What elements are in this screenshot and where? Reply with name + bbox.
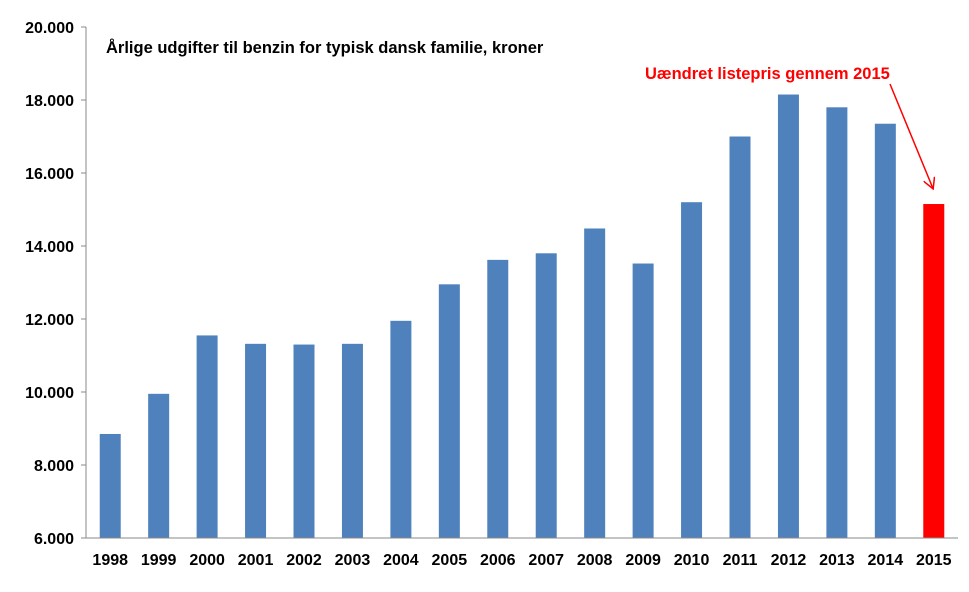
bar-2009 — [632, 263, 654, 538]
x-tick-label: 2011 — [723, 552, 758, 569]
bar-2008 — [584, 228, 606, 539]
y-tick-label: 10.000 — [25, 385, 74, 402]
y-tick-label: 20.000 — [25, 20, 74, 37]
x-tick-label: 2014 — [868, 552, 904, 569]
y-tick-label: 12.000 — [25, 312, 74, 329]
bar-2001 — [245, 343, 267, 538]
bar-2005 — [438, 284, 460, 538]
annotation-text: Uændret listepris gennem 2015 — [645, 65, 890, 83]
x-tick-label: 2001 — [238, 552, 274, 569]
x-tick-label: 1999 — [141, 552, 177, 569]
x-tick-label: 2000 — [189, 552, 225, 569]
x-axis: 1998 1999 2000 2001 2002 2003 2004 2005 2006 2007… — [86, 537, 958, 569]
bar-2015 — [923, 204, 945, 538]
bars — [99, 94, 945, 539]
x-tick-label: 2013 — [819, 552, 855, 569]
chart-title: Årlige udgifter til benzin for typisk da… — [106, 38, 544, 57]
y-tick-label: 14.000 — [25, 239, 74, 256]
x-tick-label: 2009 — [625, 552, 661, 569]
x-tick-label: 2007 — [528, 552, 564, 569]
x-tick-label: 2003 — [335, 552, 371, 569]
bar-2006 — [487, 259, 509, 538]
x-tick-label: 2008 — [577, 552, 613, 569]
bar-2004 — [390, 320, 412, 538]
bar-2010 — [681, 202, 703, 538]
x-tick-label: 2005 — [432, 552, 468, 569]
bar-2011 — [729, 136, 751, 538]
x-tick-label: 2015 — [916, 552, 952, 569]
y-tick-label: 6.000 — [34, 531, 74, 548]
y-tick-label: 18.000 — [25, 93, 74, 110]
bar-2003 — [341, 343, 363, 538]
bar-2013 — [826, 107, 848, 539]
x-tick-label: 2012 — [771, 552, 807, 569]
bar-2014 — [874, 123, 896, 538]
bar-2012 — [777, 94, 799, 539]
bar-2000 — [196, 335, 218, 538]
bar-1999 — [148, 393, 170, 538]
x-tick-label: 2004 — [383, 552, 419, 569]
bar-2007 — [535, 253, 557, 539]
bar-1998 — [99, 433, 121, 538]
x-tick-label: 1998 — [92, 552, 128, 569]
bar-2002 — [293, 344, 315, 538]
x-tick-label: 2010 — [674, 552, 710, 569]
x-tick-label: 2002 — [286, 552, 322, 569]
annotation-arrow — [889, 83, 933, 188]
x-tick-label: 2006 — [480, 552, 516, 569]
y-axis: 6.000 8.000 10.000 12.000 14.000 16.000 18.000… — [25, 20, 87, 548]
y-tick-label: 8.000 — [34, 458, 74, 475]
y-tick-label: 16.000 — [25, 166, 74, 183]
